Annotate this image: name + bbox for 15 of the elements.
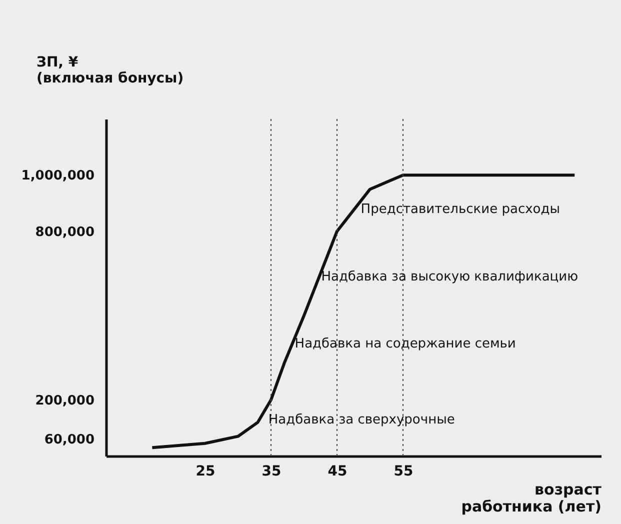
- y-tick-label: 800,000: [35, 224, 94, 240]
- y-tick-label: 200,000: [35, 393, 94, 408]
- x-tick-label: 25: [196, 464, 216, 480]
- x-tick-label: 55: [394, 464, 414, 480]
- annotation: Надбавка за сверхурочные: [268, 412, 455, 428]
- annotation: Представительские расходы: [360, 202, 560, 217]
- x-axis-title: возраст работника (лет): [461, 480, 602, 516]
- y-tick-label: 60,000: [44, 432, 94, 448]
- y-axis-title: ЗП, ¥ (включая бонусы): [36, 54, 184, 86]
- annotation: Надбавка за высокую квалификацию: [321, 269, 578, 284]
- x-tick-label: 45: [328, 464, 348, 480]
- y-tick-label: 1,000,000: [21, 168, 94, 184]
- line-series: [150, 174, 576, 450]
- annotation: Надбавка на содержание семьи: [294, 336, 516, 352]
- x-tick-label: 35: [262, 464, 282, 480]
